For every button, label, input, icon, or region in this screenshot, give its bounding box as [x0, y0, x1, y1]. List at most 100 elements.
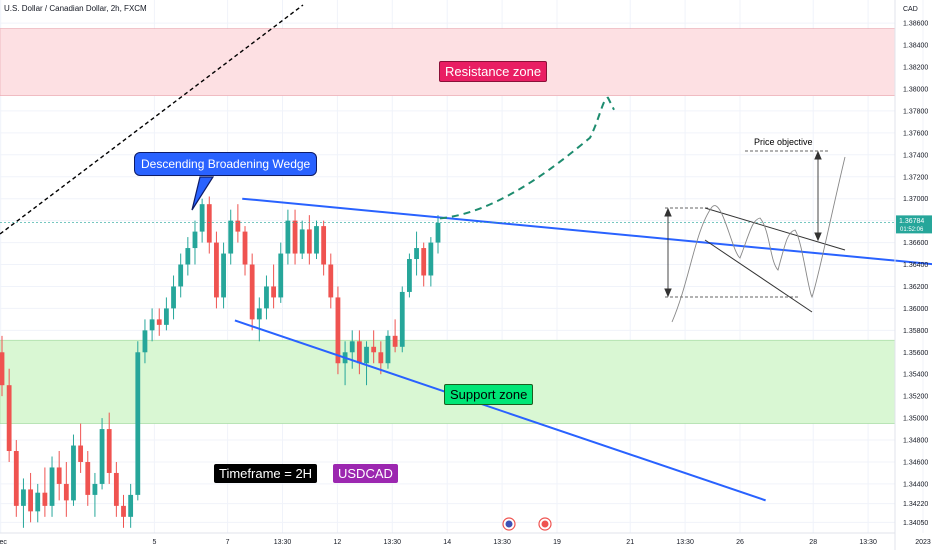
- candle: [28, 472, 33, 523]
- chart-title: U.S. Dollar / Canadian Dollar, 2h, FXCM: [4, 4, 147, 13]
- price-tick: 1.35000: [903, 416, 928, 423]
- candle: [21, 478, 26, 528]
- candle: [121, 494, 126, 528]
- time-tick: Dec: [0, 539, 7, 546]
- price-tick: 1.37200: [903, 174, 928, 181]
- price-tick: 1.34600: [903, 459, 928, 466]
- price-tick: 1.38600: [903, 21, 928, 28]
- candle: [428, 237, 434, 287]
- time-tick: 7: [226, 539, 230, 546]
- time-axis[interactable]: Dec 5 7 13:30 12 13:30 14 13:30 19 21 13:30 26 28 13:…: [0, 539, 932, 546]
- pattern-label: Descending Broadening Wedge: [134, 152, 318, 176]
- candle: [0, 335, 5, 397]
- candle: [292, 209, 298, 265]
- candle: [171, 275, 176, 320]
- candle: [85, 451, 91, 506]
- us-event-icon[interactable]: [502, 517, 516, 531]
- candlestick-series: [0, 196, 441, 528]
- candle: [214, 231, 219, 309]
- candle: [92, 472, 98, 517]
- price-tick: 1.36200: [903, 284, 928, 291]
- candle: [414, 231, 419, 276]
- candle: [149, 308, 155, 342]
- price-tick: 1.35200: [903, 394, 928, 401]
- price-tick: 1.36600: [903, 240, 928, 247]
- candle: [264, 275, 269, 320]
- candle: [392, 319, 398, 353]
- candle: [135, 341, 141, 501]
- candle: [63, 461, 69, 517]
- lower-trendline[interactable]: [234, 319, 766, 502]
- candle: [42, 467, 48, 517]
- candle: [128, 483, 134, 528]
- time-tick: 12: [334, 539, 342, 546]
- candle: [106, 412, 112, 484]
- time-tick: 13:30: [859, 539, 877, 546]
- time-tick: 28: [809, 539, 817, 546]
- candle: [364, 341, 369, 386]
- price-tick: 1.36400: [903, 262, 928, 269]
- candle: [192, 220, 198, 265]
- dotted-trend-line: [0, 4, 304, 235]
- time-tick: 13:30: [676, 539, 694, 546]
- candle: [314, 220, 319, 260]
- candle: [378, 341, 384, 375]
- candle: [321, 220, 327, 276]
- price-tick: 1.38400: [903, 43, 928, 50]
- price-tick: 1.36000: [903, 306, 928, 313]
- candle: [199, 198, 205, 243]
- candle: [399, 286, 405, 353]
- candle: [78, 423, 84, 473]
- candle: [335, 286, 341, 375]
- candle: [242, 226, 248, 276]
- upper-trendline[interactable]: [242, 197, 932, 267]
- time-tick: 19: [553, 539, 561, 546]
- support-zone: [0, 339, 896, 424]
- candle: [99, 418, 105, 490]
- candle: [256, 297, 262, 342]
- candle: [435, 215, 441, 254]
- candle: [228, 209, 234, 265]
- wedge-schematic: [664, 150, 846, 323]
- candle: [113, 461, 119, 517]
- price-tick: 1.37000: [903, 196, 928, 203]
- candle: [356, 330, 362, 375]
- currency-label: CAD: [903, 6, 918, 13]
- time-tick: 5: [152, 539, 156, 546]
- time-tick: 13:30: [493, 539, 511, 546]
- candle: [421, 242, 427, 287]
- candle: [156, 308, 162, 336]
- candle: [235, 204, 241, 243]
- projection-path: [439, 96, 615, 220]
- candle: [35, 483, 41, 523]
- candle: [13, 440, 19, 517]
- pair-label: USDCAD: [333, 464, 398, 483]
- candle: [385, 330, 391, 369]
- candle: [328, 253, 334, 309]
- price-tick: 1.38000: [903, 86, 928, 93]
- price-tick: 1.35800: [903, 328, 928, 335]
- price-tick: 1.34220: [903, 501, 928, 508]
- current-price-tag: 1.36784 01:52:06: [896, 215, 932, 234]
- candle: [206, 196, 212, 254]
- candle: [271, 264, 277, 309]
- candle: [249, 253, 255, 331]
- candle: [278, 242, 284, 303]
- candle: [221, 242, 226, 309]
- candle: [56, 451, 62, 501]
- candle: [142, 319, 148, 364]
- wedge-label-tail: [191, 176, 215, 211]
- candle: [299, 220, 305, 260]
- price-tick: 1.35400: [903, 372, 928, 379]
- candle: [349, 330, 355, 369]
- candle: [285, 209, 291, 265]
- ca-event-icon[interactable]: [538, 517, 552, 531]
- candle: [178, 253, 184, 298]
- candle: [71, 434, 76, 506]
- current-price: 1.36784: [899, 218, 924, 225]
- price-tick: 1.34050: [903, 520, 928, 527]
- countdown: 01:52:06: [900, 227, 924, 233]
- price-tick: 1.34400: [903, 481, 928, 488]
- time-tick: 13:30: [274, 539, 292, 546]
